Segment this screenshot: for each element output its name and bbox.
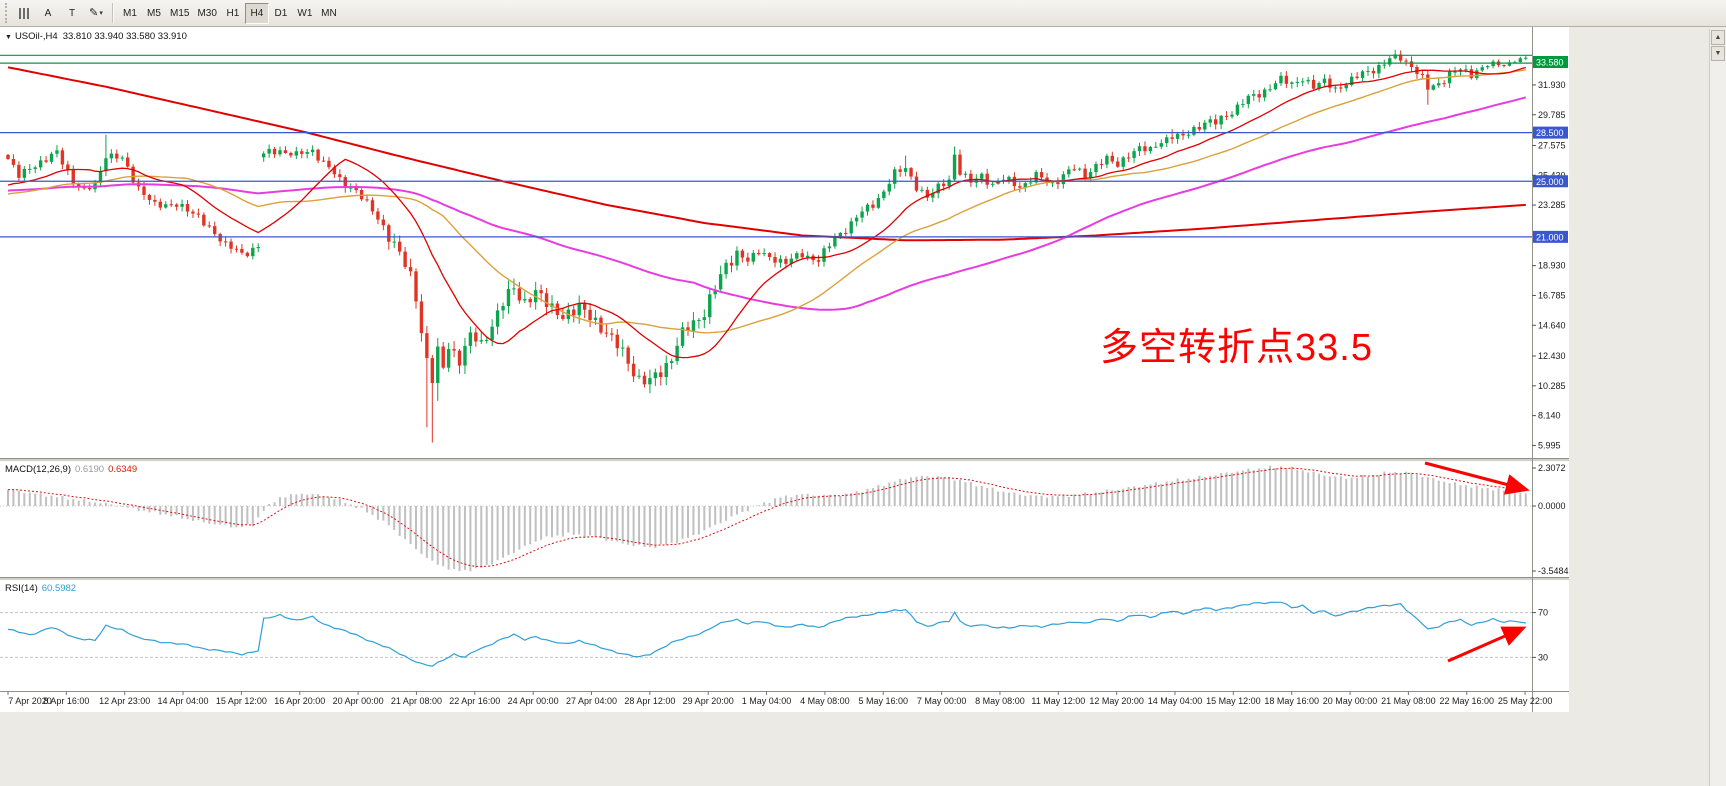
time-label: 12 Apr 23:00: [99, 696, 150, 706]
price-badge: [1533, 175, 1568, 188]
macd-down-arrow: [1424, 461, 1530, 495]
price-tick-label: 23.285: [1538, 200, 1566, 210]
time-label: 11 May 12:00: [1031, 696, 1085, 706]
time-label: 15 May 12:00: [1206, 696, 1261, 706]
symbol-dropdown-icon[interactable]: ▼: [5, 34, 12, 41]
toolbar-drag-handle[interactable]: [5, 3, 9, 23]
timeframe-m15-button[interactable]: M15: [166, 3, 193, 24]
annotation-text: 多空转折点33.5: [1100, 327, 1373, 369]
chart-title: ▼ USOil-,H4 33.810 33.940 33.580 33.910: [5, 31, 187, 42]
timeframe-m30-button[interactable]: M30: [193, 3, 220, 24]
ohlc-values: 33.810 33.940 33.580 33.910: [62, 31, 187, 42]
timeframe-m1-button[interactable]: M1: [118, 3, 142, 24]
rsi-line: [7, 601, 1526, 667]
time-label: 21 Apr 08:00: [391, 696, 442, 706]
macd-tick-label: -3.5484: [1538, 566, 1569, 576]
price-tick-label: 12.430: [1538, 351, 1566, 361]
ma-fast-red-line: [7, 66, 1526, 359]
time-label: 15 Apr 12:00: [216, 696, 267, 706]
time-label: 7 Apr 2020: [8, 696, 52, 706]
macd-main-value: 0.6190: [75, 464, 105, 475]
price-tick-label: 18.930: [1538, 261, 1566, 271]
time-label: 20 Apr 00:00: [333, 696, 384, 706]
time-label: 28 Apr 12:00: [624, 696, 675, 706]
ma-orange-line: [7, 69, 1526, 334]
timeframe-h4-button[interactable]: H4: [244, 2, 269, 24]
scroll-down-button[interactable]: ▼: [1711, 46, 1725, 61]
time-label: 4 May 08:00: [800, 696, 850, 706]
price-badge: [1533, 230, 1568, 243]
timeframe-m5-button[interactable]: M5: [142, 3, 166, 24]
price-axis: 31.93029.78527.57525.43023.28518.93016.7…: [1532, 56, 1569, 662]
macd-tick-label: 0.0000: [1538, 501, 1566, 511]
scroll-up-button[interactable]: ▲: [1711, 30, 1725, 45]
time-label: 25 May 22:00: [1498, 696, 1553, 706]
time-label: 8 Apr 16:00: [43, 696, 89, 706]
chart-type-button[interactable]: [12, 3, 36, 24]
price-tick-label: 10.285: [1538, 381, 1566, 391]
ma-magenta-line: [7, 96, 1527, 311]
time-label: 18 May 16:00: [1264, 696, 1319, 706]
time-label: 16 Apr 20:00: [274, 696, 325, 706]
time-label: 27 Apr 04:00: [566, 696, 617, 706]
price-badge-label: 28.500: [1536, 128, 1564, 138]
time-label: 5 May 16:00: [858, 696, 908, 706]
price-badge: [1533, 56, 1568, 68]
macd-title: MACD(12,26,9) 0.6190 0.6349: [5, 464, 137, 475]
rsi-title: RSI(14) 60.5982: [5, 583, 76, 594]
ma-slow-red-line: [7, 66, 1526, 242]
time-label: 14 Apr 04:00: [158, 696, 209, 706]
time-label: 24 Apr 00:00: [508, 696, 559, 706]
rsi-indicator-label: RSI(14): [5, 583, 38, 594]
toolbar: A T ✎ ▾ M1 M5 M15 M30 H1 H4 D1 W1 MN: [0, 0, 1726, 27]
rsi-value: 60.5982: [41, 583, 77, 594]
rsi-tick-label: 30: [1538, 652, 1548, 662]
pencil-icon: ✎: [89, 6, 99, 19]
price-tick-label: 31.930: [1538, 80, 1566, 90]
price-badge-label: 33.580: [1536, 58, 1564, 68]
price-tick-label: 16.785: [1538, 290, 1566, 300]
draw-tool-button[interactable]: ✎ ▾: [84, 3, 108, 24]
toolbar-separator: [112, 3, 114, 23]
rsi-up-arrow: [1447, 626, 1527, 663]
time-label: 20 May 00:00: [1323, 696, 1378, 706]
macd-indicator-label: MACD(12,26,9): [5, 464, 71, 475]
timeframe-mn-button[interactable]: MN: [317, 3, 341, 24]
autoscroll-button[interactable]: A: [36, 3, 60, 24]
timeframe-d1-button[interactable]: D1: [269, 3, 293, 24]
caret-down-icon: ▾: [99, 9, 103, 17]
price-badge-label: 25.000: [1536, 177, 1564, 187]
timeframe-h1-button[interactable]: H1: [221, 3, 245, 24]
bar-chart-icon: [18, 7, 30, 19]
time-label: 22 May 16:00: [1439, 696, 1494, 706]
macd-signal-value: 0.6349: [108, 464, 138, 475]
time-label: 8 May 08:00: [975, 696, 1025, 706]
vertical-scrollbar[interactable]: ▲ ▼: [1709, 29, 1726, 786]
price-tick-label: 5.995: [1538, 440, 1561, 450]
rsi-tick-label: 70: [1538, 608, 1548, 618]
time-label: 14 May 04:00: [1148, 696, 1203, 706]
symbol-period-label: USOil-,H4: [14, 31, 58, 42]
timeframe-w1-button[interactable]: W1: [293, 3, 317, 24]
price-tick-label: 8.140: [1538, 411, 1561, 421]
time-label: 12 May 20:00: [1089, 696, 1144, 706]
price-tick-label: 27.575: [1538, 140, 1566, 150]
macd-histogram: [7, 465, 1527, 572]
price-badge-label: 21.000: [1536, 232, 1564, 242]
price-tick-label: 29.785: [1538, 110, 1566, 120]
macd-tick-label: 2.3072: [1538, 463, 1566, 473]
time-label: 29 Apr 20:00: [683, 696, 734, 706]
price-badge: [1533, 126, 1568, 139]
time-label: 1 May 04:00: [742, 696, 792, 706]
macd-signal-line: [8, 467, 1526, 568]
time-label: 22 Apr 16:00: [449, 696, 500, 706]
text-tool-button[interactable]: T: [60, 3, 84, 24]
time-label: 21 May 08:00: [1381, 696, 1436, 706]
price-tick-label: 14.640: [1538, 320, 1566, 330]
time-label: 7 May 00:00: [917, 696, 967, 706]
